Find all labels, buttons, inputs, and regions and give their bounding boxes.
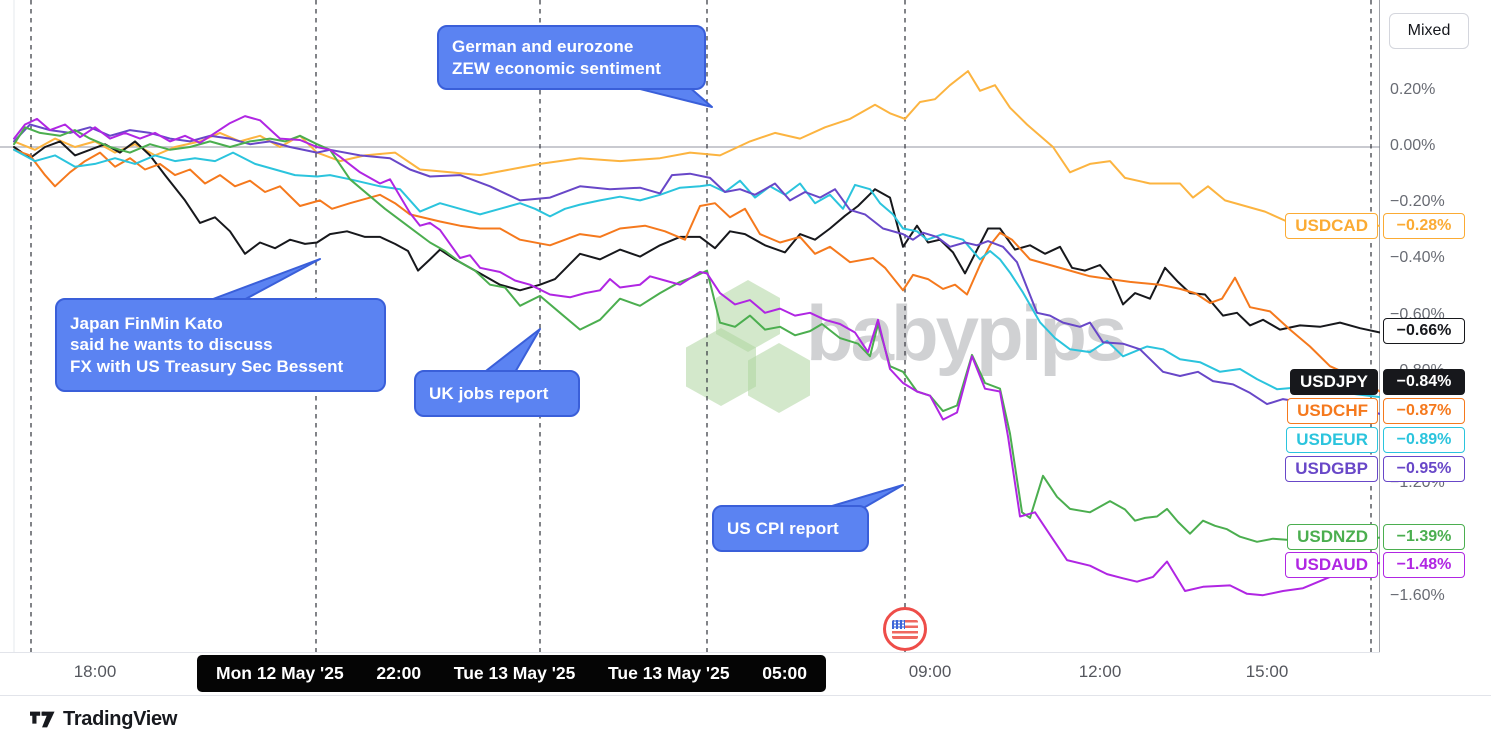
y-axis-tick-label: −0.20% [1390, 193, 1445, 211]
y-axis-tick-label: −0.40% [1390, 249, 1445, 267]
tradingview-logo-text: TradingView [63, 708, 178, 730]
annotation-text-line: US CPI report [727, 518, 839, 538]
y-axis-tick-label: −1.60% [1390, 586, 1445, 604]
tradingview-mark-icon [30, 711, 55, 728]
series-label-usdchf[interactable]: USDCHF [1287, 398, 1378, 424]
babypips-watermark: babypips [806, 289, 1127, 377]
annotation-text-line: Japan FinMin Kato [70, 313, 223, 333]
annotation-uk[interactable]: UK jobs report [414, 370, 580, 417]
y-axis-tick-label: 0.00% [1390, 137, 1436, 154]
babypips-cube-icon [686, 328, 756, 406]
price-value-badge-usdeur: −0.89% [1383, 427, 1465, 453]
session-badge-item: Tue 13 May '25 [453, 663, 576, 683]
annotation-text-line: said he wants to discuss [70, 335, 273, 355]
status-badge: Mixed [1389, 13, 1469, 49]
series-label-usdcad[interactable]: USDCAD [1285, 213, 1378, 239]
series-line-usdjpy[interactable] [13, 140, 1381, 334]
annotation-text-line: ZEW economic sentiment [452, 58, 662, 78]
time-axis-label: 09:00 [908, 662, 952, 681]
session-badge-item: 22:00 [376, 663, 422, 683]
axis-bottom-border [0, 695, 1491, 696]
annotation-zew[interactable]: German and eurozone ZEW economic sentimen… [437, 25, 706, 90]
price-value-badge-usdcad: −0.28% [1383, 213, 1465, 239]
series-label-usdjpy[interactable]: USDJPY [1289, 369, 1378, 395]
price-value-badge-usdaud: −1.48% [1383, 552, 1465, 578]
us-economic-event-flag-icon[interactable] [883, 607, 927, 651]
price-value-badge-usdnzd: −1.39% [1383, 524, 1465, 550]
price-axis[interactable] [1380, 0, 1491, 695]
series-line-usdgbp[interactable] [13, 123, 1381, 415]
series-label-usdnzd[interactable]: USDNZD [1287, 524, 1378, 550]
time-axis-label: 15:00 [1245, 662, 1289, 681]
annotation-cpi[interactable]: US CPI report [712, 505, 869, 552]
session-badge-item: Mon 12 May '25 [216, 663, 344, 683]
us-flag-icon [892, 619, 918, 639]
time-axis-label: 12:00 [1078, 662, 1122, 681]
price-value-badge: −0.66% [1383, 318, 1465, 344]
session-badge-item: Tue 13 May '25 [608, 663, 730, 683]
annotation-text-line: UK jobs report [429, 383, 549, 403]
session-badge-item: 05:00 [762, 663, 807, 683]
series-line-usdaud[interactable] [13, 115, 1381, 597]
price-value-badge-usdchf: −0.87% [1383, 398, 1465, 424]
callout-tail-japan [204, 258, 321, 303]
series-label-usdeur[interactable]: USDEUR [1286, 427, 1378, 453]
callout-tail-uk [481, 328, 541, 375]
annotation-text-line: German and eurozone [452, 37, 634, 56]
series-line-usdchf[interactable] [13, 148, 1381, 393]
series-line-usdnzd[interactable] [13, 126, 1381, 545]
plot-bottom-border [0, 652, 1380, 653]
series-label-usdgbp[interactable]: USDGBP [1285, 456, 1378, 482]
price-value-badge-usdgbp: −0.95% [1383, 456, 1465, 482]
price-value-badge-usdjpy: −0.84% [1383, 369, 1465, 395]
annotation-text-line: FX with US Treasury Sec Bessent [70, 356, 344, 376]
series-line-usdcad[interactable] [13, 70, 1381, 227]
tradingview-logo[interactable]: TradingView [30, 708, 177, 731]
time-axis-label: 18:00 [73, 662, 117, 681]
session-date-badge: Mon 12 May '25 22:00 Tue 13 May '25 Tue 13 … [197, 655, 826, 692]
annotation-japan[interactable]: Japan FinMin Kato said he wants to discus… [55, 298, 386, 392]
y-axis-tick-label: 0.20% [1390, 80, 1436, 98]
series-label-usdaud[interactable]: USDAUD [1285, 552, 1378, 578]
